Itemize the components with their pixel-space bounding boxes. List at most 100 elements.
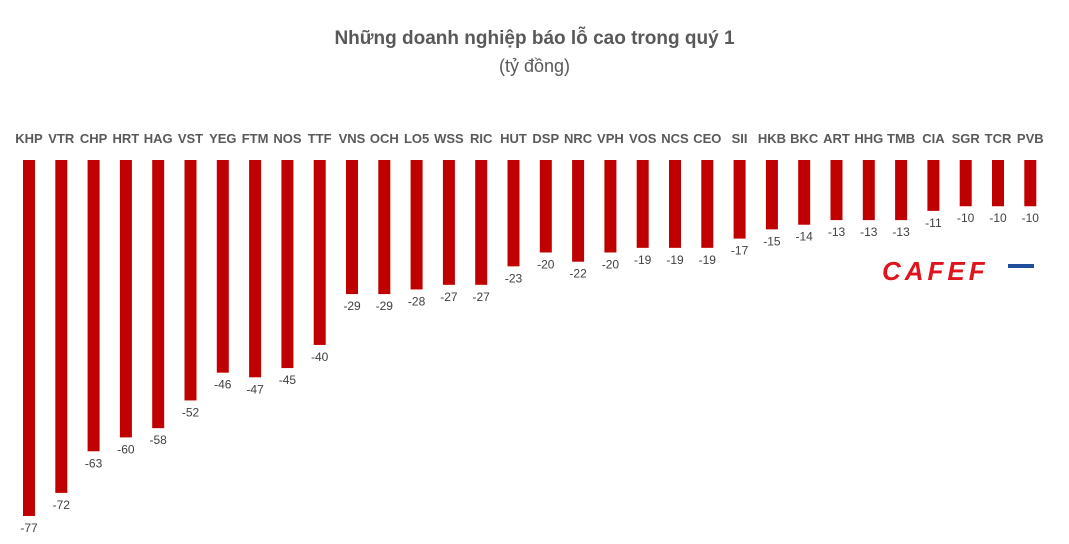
category-label: VST <box>178 131 203 146</box>
category-label: SII <box>732 131 748 146</box>
data-label: -19 <box>699 253 717 267</box>
category-label: CEO <box>693 131 721 146</box>
data-label: -10 <box>1022 211 1040 225</box>
data-label: -47 <box>246 382 264 396</box>
bar <box>830 160 843 221</box>
bar <box>701 160 714 248</box>
category-label: PVB <box>1017 131 1044 146</box>
category-label: VPH <box>597 131 624 146</box>
data-label: -52 <box>182 405 200 419</box>
category-label: NOS <box>273 131 302 146</box>
bar <box>152 160 165 429</box>
bar <box>798 160 811 225</box>
category-label: TMB <box>887 131 915 146</box>
bar <box>927 160 940 211</box>
category-label: SGR <box>952 131 981 146</box>
bar <box>572 160 585 262</box>
svg-text:CAFEF: CAFEF <box>882 256 989 286</box>
category-label: CHP <box>80 131 108 146</box>
category-label: VTR <box>48 131 75 146</box>
category-label: LO5 <box>404 131 429 146</box>
data-label: -19 <box>634 253 652 267</box>
bar <box>281 160 294 369</box>
category-label: OCH <box>370 131 399 146</box>
bar <box>992 160 1004 207</box>
bar <box>862 160 875 221</box>
category-label: TTF <box>308 131 332 146</box>
bar <box>119 160 132 438</box>
data-label: -28 <box>408 294 426 308</box>
bar <box>184 160 197 401</box>
category-label: HHG <box>854 131 883 146</box>
data-label: -14 <box>796 230 814 244</box>
category-label: NRC <box>564 131 593 146</box>
data-label: -77 <box>20 521 38 535</box>
category-label: FTM <box>242 131 269 146</box>
bar <box>410 160 423 290</box>
category-label: HUT <box>500 131 527 146</box>
category-label: DSP <box>532 131 559 146</box>
cafef-logo: CAFEF <box>882 256 1034 286</box>
bar <box>539 160 552 253</box>
category-label: YEG <box>209 131 236 146</box>
data-label: -13 <box>828 225 846 239</box>
bar <box>669 160 681 248</box>
bar <box>475 160 488 285</box>
data-label: -17 <box>731 244 749 258</box>
bar <box>507 160 520 267</box>
data-label: -11 <box>925 216 942 230</box>
bar <box>23 160 35 516</box>
data-label: -27 <box>473 290 491 304</box>
data-label: -19 <box>666 253 684 267</box>
bar <box>765 160 778 230</box>
data-label: -58 <box>150 433 168 447</box>
data-label: -60 <box>117 442 135 456</box>
data-label: -10 <box>957 211 975 225</box>
bar <box>378 160 391 295</box>
data-label: -15 <box>763 234 781 248</box>
data-label: -20 <box>537 257 555 271</box>
bar <box>895 160 908 221</box>
bar <box>442 160 455 285</box>
bar <box>55 160 68 493</box>
bar <box>346 160 358 295</box>
category-label: VOS <box>629 131 657 146</box>
data-label: -27 <box>440 290 458 304</box>
category-label: NCS <box>661 131 689 146</box>
data-label: -72 <box>53 498 71 512</box>
bar <box>216 160 229 373</box>
bar <box>636 160 649 248</box>
data-label: -29 <box>343 299 361 313</box>
data-label: -29 <box>376 299 394 313</box>
category-label: KHP <box>15 131 43 146</box>
data-label: -45 <box>279 373 297 387</box>
category-label: RIC <box>470 131 493 146</box>
chart-subtitle: (tỷ đồng) <box>498 56 571 76</box>
data-label: -40 <box>311 350 329 364</box>
bar <box>604 160 617 253</box>
data-label: -23 <box>505 271 523 285</box>
category-label: VNS <box>339 131 366 146</box>
data-label: -10 <box>989 211 1007 225</box>
data-label: -13 <box>860 225 878 239</box>
category-label: HKB <box>758 131 786 146</box>
category-label: HRT <box>113 131 140 146</box>
data-label: -46 <box>214 378 232 392</box>
bar <box>733 160 746 239</box>
data-label: -63 <box>85 456 103 470</box>
data-label: -22 <box>569 267 587 281</box>
chart-title: Những doanh nghiệp báo lỗ cao trong quý … <box>334 28 735 49</box>
category-label: BKC <box>790 131 819 146</box>
category-label: HAG <box>144 131 173 146</box>
bar <box>1024 160 1037 207</box>
category-label: ART <box>823 131 850 146</box>
bar <box>249 160 262 378</box>
bar <box>87 160 100 452</box>
category-label: TCR <box>985 131 1012 146</box>
category-label: CIA <box>922 131 945 146</box>
data-label: -13 <box>892 225 910 239</box>
bar <box>959 160 972 207</box>
data-label: -20 <box>602 257 620 271</box>
bar <box>313 160 326 345</box>
